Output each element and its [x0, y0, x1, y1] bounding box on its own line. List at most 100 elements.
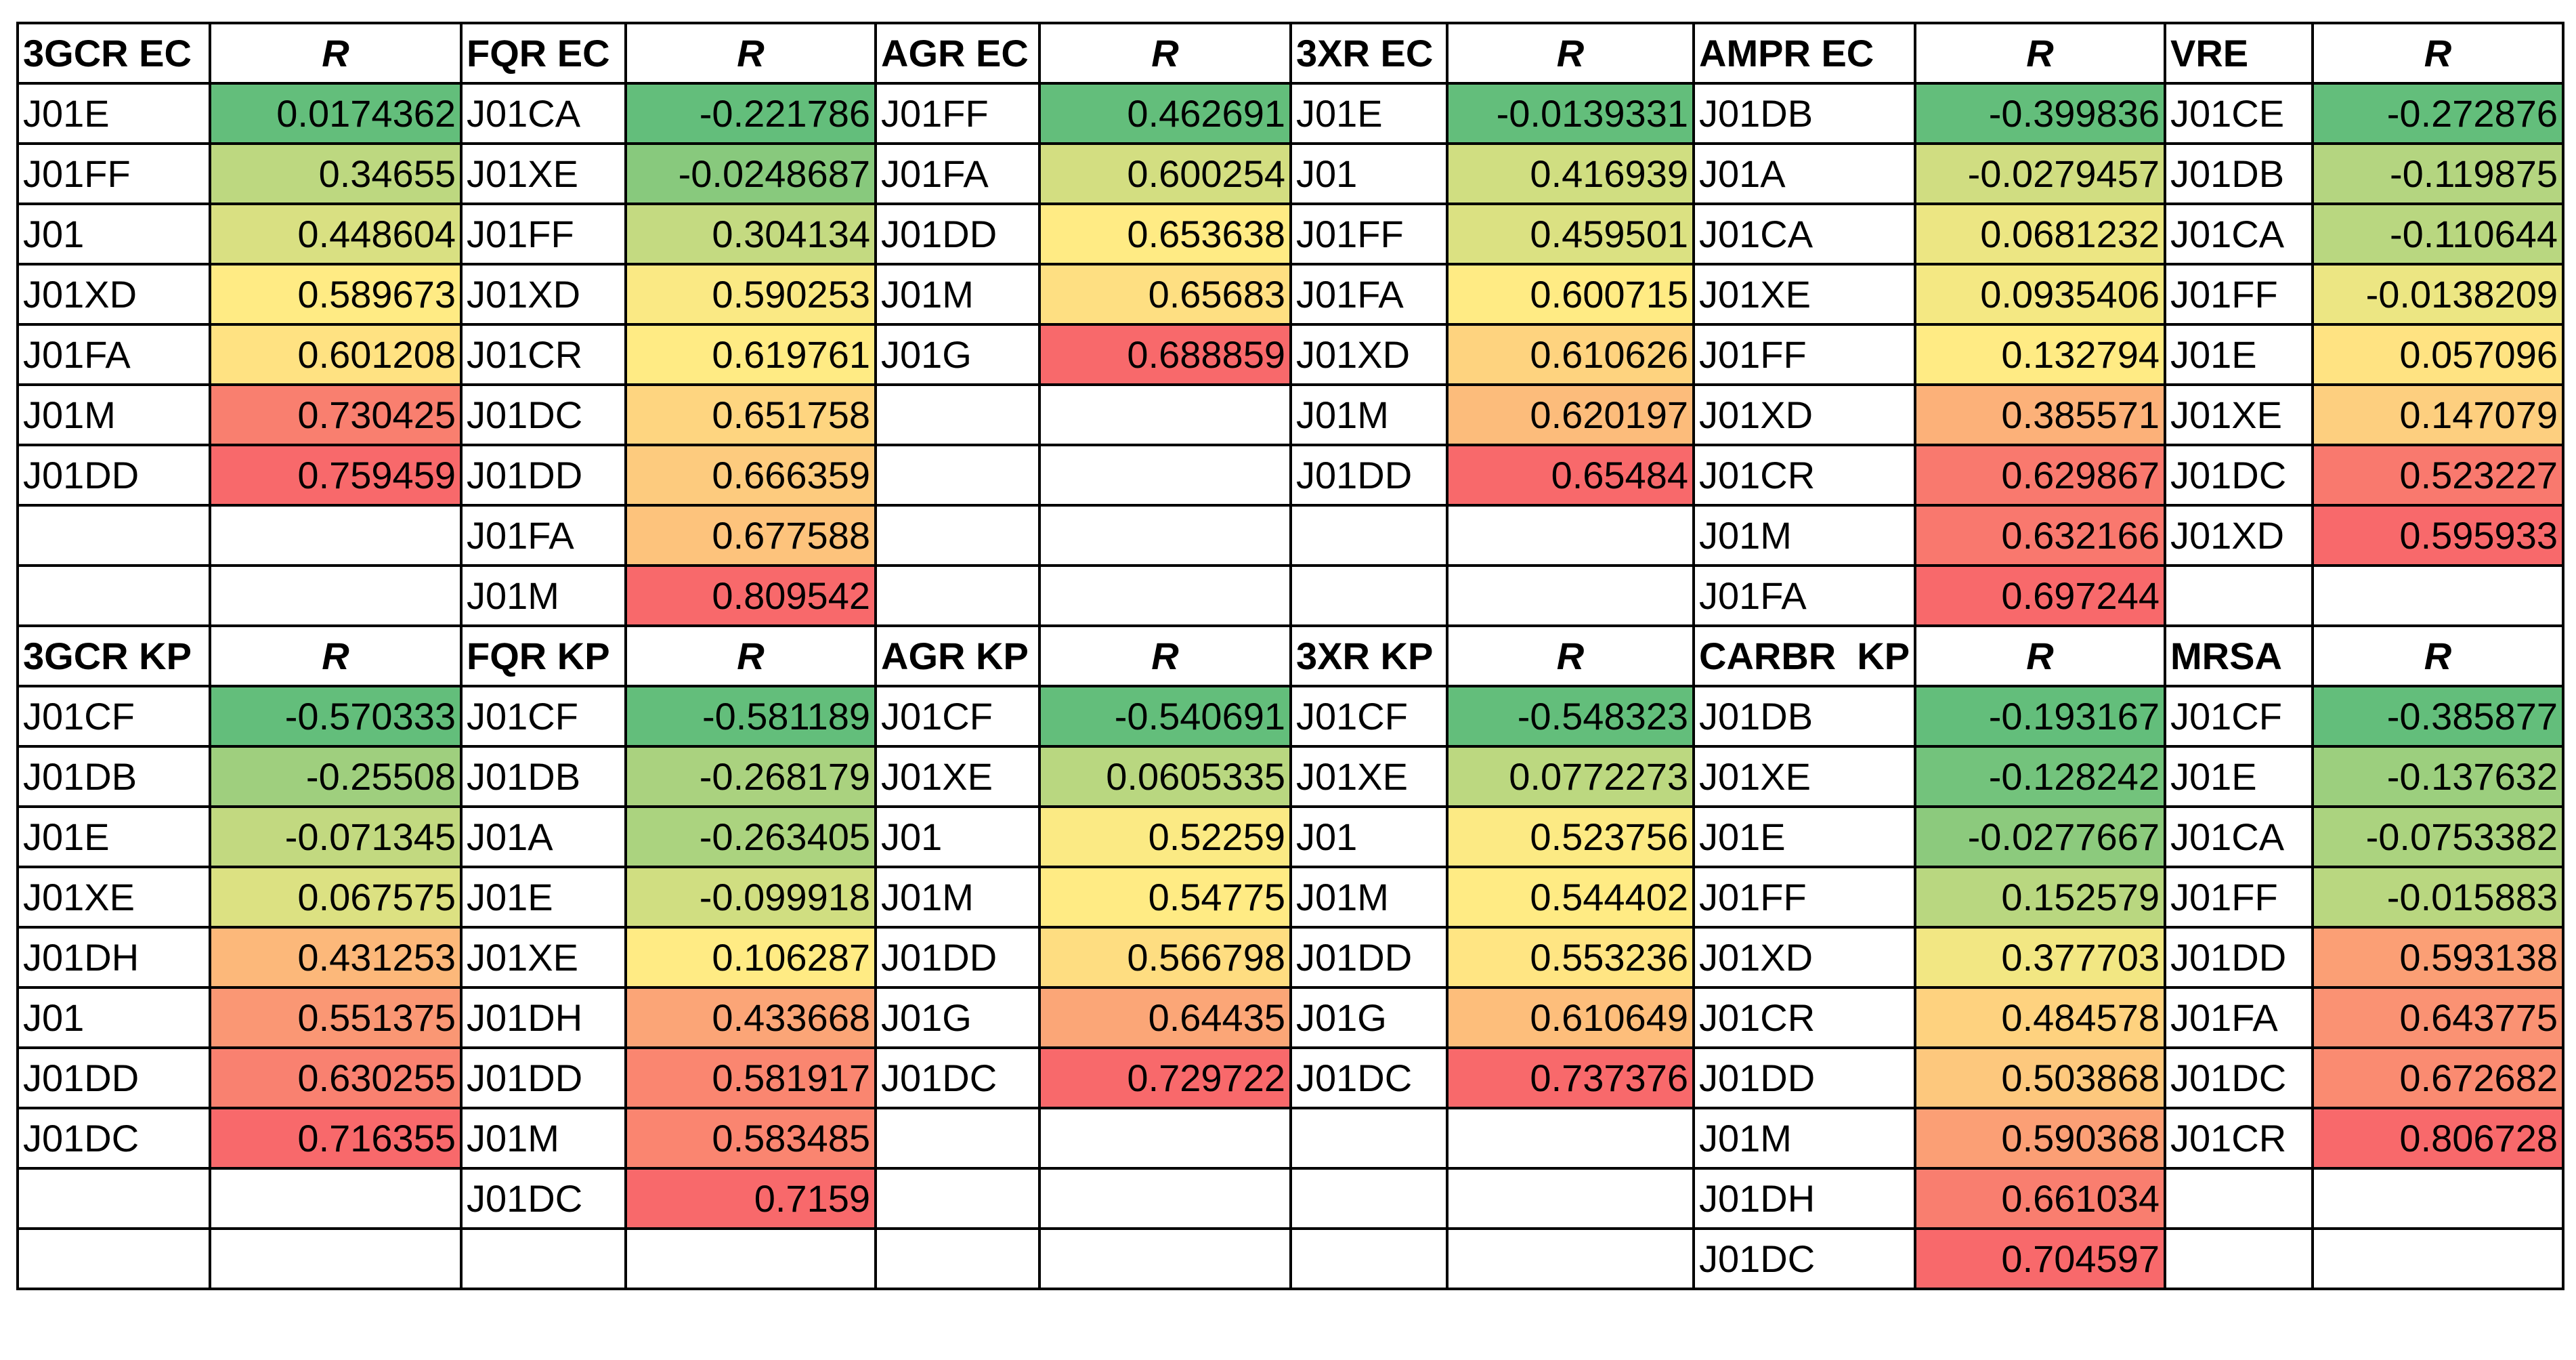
empty-cell [1038, 1107, 1292, 1170]
data-row: J01XD 0.589673 J01XD 0.590253 J01M 0.65683 J01… [16, 263, 2564, 326]
empty-cell [874, 383, 1041, 446]
data-row: J01DC 0.716355 J01M 0.583485 J01M 0.590368 J01… [16, 1107, 2564, 1170]
drug-class: J01DC [16, 1107, 211, 1170]
empty-cell [1446, 1107, 1695, 1170]
drug-class: J01 [1289, 142, 1448, 205]
drug-class: J01XE [874, 745, 1041, 808]
r-value: -0.110644 [2311, 203, 2564, 265]
empty-cell [2311, 564, 2564, 627]
drug-class: J01E [16, 82, 211, 145]
drug-class: J01XD [1692, 926, 1916, 989]
empty-cell [1038, 504, 1292, 567]
data-row: J01DC 0.704597 [16, 1227, 2564, 1290]
drug-class: J01DD [1289, 444, 1448, 507]
drug-class: J01DC [1289, 1046, 1448, 1109]
drug-class: J01 [16, 986, 211, 1049]
empty-cell [874, 504, 1041, 567]
drug-class: J01 [16, 203, 211, 265]
drug-class: J01CR [1692, 444, 1916, 507]
group-header: 3GCR KP [16, 624, 211, 687]
r-value: 0.629867 [1914, 444, 2166, 507]
data-row: J01E -0.071345 J01A -0.263405 J01 0.52259 J01 0… [16, 805, 2564, 868]
r-value: 0.759459 [209, 444, 463, 507]
drug-class: J01DB [1692, 685, 1916, 748]
empty-cell [16, 564, 211, 627]
r-value: 0.704597 [1914, 1227, 2166, 1290]
value-header: R [209, 624, 463, 687]
r-value: 0.643775 [2311, 986, 2564, 1049]
drug-class: J01DD [16, 1046, 211, 1109]
r-value: -0.581189 [624, 685, 877, 748]
r-value: 0.806728 [2311, 1107, 2564, 1170]
data-row: J01DD 0.759459 J01DD 0.666359 J01DD 0.65484 J0… [16, 444, 2564, 507]
drug-class: J01M [460, 1107, 627, 1170]
drug-class: J01DD [460, 1046, 627, 1109]
r-value: 0.581917 [624, 1046, 877, 1109]
drug-class: J01DD [460, 444, 627, 507]
drug-class: J01G [874, 986, 1041, 1049]
empty-cell [1289, 1227, 1448, 1290]
drug-class: J01 [874, 805, 1041, 868]
r-value: 0.431253 [209, 926, 463, 989]
group-header: VRE [2164, 22, 2314, 85]
data-row: J01DB -0.25508 J01DB -0.268179 J01XE 0.060533… [16, 745, 2564, 808]
drug-class: J01DC [2164, 1046, 2314, 1109]
drug-class: J01DH [460, 986, 627, 1049]
empty-cell [460, 1227, 627, 1290]
drug-class: J01CA [1692, 203, 1916, 265]
drug-class: J01XD [1692, 383, 1916, 446]
drug-class: J01FA [874, 142, 1041, 205]
r-value: 0.503868 [1914, 1046, 2166, 1109]
value-header: R [1446, 22, 1695, 85]
r-value: 0.619761 [624, 323, 877, 386]
drug-class: J01XE [1289, 745, 1448, 808]
empty-cell [1289, 1167, 1448, 1230]
empty-cell [16, 1227, 211, 1290]
drug-class: J01 [1289, 805, 1448, 868]
group-header: 3XR KP [1289, 624, 1448, 687]
r-value: 0.65484 [1446, 444, 1695, 507]
r-value: 0.583485 [624, 1107, 877, 1170]
r-value: 0.688859 [1038, 323, 1292, 386]
empty-cell [2164, 1227, 2314, 1290]
r-value: 0.666359 [624, 444, 877, 507]
drug-class: J01DD [16, 444, 211, 507]
drug-class: J01FF [1692, 323, 1916, 386]
group-header: 3GCR EC [16, 22, 211, 85]
r-value: 0.152579 [1914, 866, 2166, 929]
drug-class: J01XE [2164, 383, 2314, 446]
r-value: 0.52259 [1038, 805, 1292, 868]
empty-cell [1289, 504, 1448, 567]
r-value: 0.697244 [1914, 564, 2166, 627]
drug-class: J01DC [460, 383, 627, 446]
drug-class: J01DB [16, 745, 211, 808]
drug-class: J01M [874, 263, 1041, 326]
r-value: 0.132794 [1914, 323, 2166, 386]
r-value: 0.484578 [1914, 986, 2166, 1049]
r-value: 0.106287 [624, 926, 877, 989]
drug-class: J01XE [16, 866, 211, 929]
data-row: J01M 0.730425 J01DC 0.651758 J01M 0.620197 J01… [16, 383, 2564, 446]
r-value: -0.540691 [1038, 685, 1292, 748]
r-value: -0.0248687 [624, 142, 877, 205]
drug-class: J01E [2164, 323, 2314, 386]
group-header: FQR KP [460, 624, 627, 687]
r-value: 0.729722 [1038, 1046, 1292, 1109]
value-header: R [624, 624, 877, 687]
r-value: -0.0277667 [1914, 805, 2166, 868]
drug-class: J01XE [1692, 263, 1916, 326]
r-value: 0.416939 [1446, 142, 1695, 205]
data-row: J01 0.448604 J01FF 0.304134 J01DD 0.653638 J01… [16, 203, 2564, 265]
drug-class: J01XE [1692, 745, 1916, 808]
r-value: -0.119875 [2311, 142, 2564, 205]
empty-cell [874, 1107, 1041, 1170]
r-value: -0.193167 [1914, 685, 2166, 748]
r-value: 0.809542 [624, 564, 877, 627]
drug-class: J01FF [2164, 866, 2314, 929]
r-value: 0.716355 [209, 1107, 463, 1170]
r-value: 0.448604 [209, 203, 463, 265]
empty-cell [2311, 1167, 2564, 1230]
r-value: 0.433668 [624, 986, 877, 1049]
r-value: 0.551375 [209, 986, 463, 1049]
r-value: 0.0681232 [1914, 203, 2166, 265]
